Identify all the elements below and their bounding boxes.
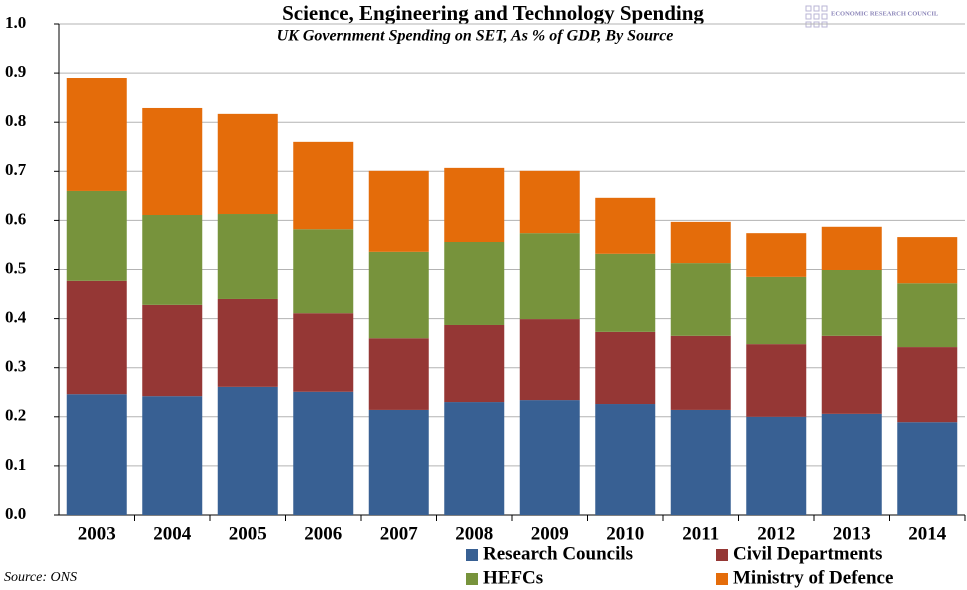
bar-segment [217,298,278,387]
chart-subtitle: UK Government Spending on SET, As % of G… [277,28,674,45]
bar-segment [595,331,656,405]
legend-swatch [466,549,478,561]
bar-segment [444,402,505,515]
y-tick-label: 0.4 [5,308,27,327]
x-tick-label: 2006 [304,523,342,544]
y-tick-label: 1.0 [5,13,26,32]
bar-segment [66,394,127,515]
bar-segment [821,413,882,515]
x-tick-label: 2011 [682,523,719,544]
x-tick-label: 2004 [153,523,192,544]
bar-segment [897,283,958,348]
bar-segment [142,107,203,215]
bar-segment [444,167,505,243]
bar-segment [746,276,807,345]
bar-segment [670,409,731,515]
x-tick-label: 2010 [606,523,644,544]
bar-segment [746,344,807,417]
bar-segment [670,221,731,264]
source: Source: ONS [4,570,77,585]
bar-segment [217,386,278,515]
bar-segment [746,233,807,277]
bar-segment [519,319,580,401]
legend-label: Research Councils [483,543,633,564]
bar-segment [368,170,429,252]
x-tick-label: 2012 [757,523,795,544]
bar-segment [368,409,429,515]
bar-segment [66,280,127,395]
bar-segment [293,141,354,230]
bar-segment [142,214,203,305]
x-tick-label: 2008 [455,523,493,544]
bar-segment [821,269,882,336]
bar-segment [897,347,958,423]
y-tick-label: 0.9 [5,62,26,81]
y-tick-label: 0.6 [5,209,26,228]
y-tick-label: 0.3 [5,357,26,376]
x-tick-label: 2007 [380,523,419,544]
legend-label: Ministry of Defence [733,567,893,588]
chart-title: Science, Engineering and Technology Spen… [282,1,704,25]
legend-swatch [716,549,728,561]
brand: ECONOMIC RESEARCH COUNCIL [831,10,939,17]
y-tick-label: 0.8 [5,111,26,130]
x-tick-label: 2003 [78,523,116,544]
legend-label: Civil Departments [733,543,882,564]
legend-swatch [716,573,728,585]
bar-segment [142,396,203,515]
bar-segment [444,242,505,325]
bar-segment [519,400,580,515]
y-tick-label: 0.1 [5,455,26,474]
x-tick-label: 2014 [908,523,947,544]
bar-segment [897,422,958,515]
bar-segment [293,313,354,392]
bar-segment [217,113,278,215]
x-tick-label: 2013 [833,523,871,544]
bar-segment [66,78,127,191]
bar-segment [293,229,354,314]
bar-segment [66,190,127,281]
bar-segment [897,237,958,284]
bar-segment [746,416,807,515]
bar-segment [821,335,882,414]
y-tick-label: 0.2 [5,406,26,425]
bar-segment [444,324,505,403]
bar-segment [142,304,203,397]
bar-segment [368,251,429,339]
bar-segment [595,404,656,515]
legend-swatch [466,573,478,585]
bar-segment [670,263,731,336]
bar-segment [368,338,429,410]
bar-segment [217,214,278,299]
bar-segment [821,226,882,270]
y-tick-label: 0.0 [5,504,26,523]
x-tick-label: 2009 [531,523,569,544]
legend-label: HEFCs [483,567,543,588]
y-tick-label: 0.7 [5,160,27,179]
y-tick-label: 0.5 [5,258,26,277]
bar-segment [519,170,580,234]
bar-segment [670,335,731,410]
bar-segment [595,197,656,254]
x-tick-label: 2005 [229,523,267,544]
bar-segment [293,391,354,515]
bar-segment [595,253,656,332]
bar-segment [519,233,580,320]
